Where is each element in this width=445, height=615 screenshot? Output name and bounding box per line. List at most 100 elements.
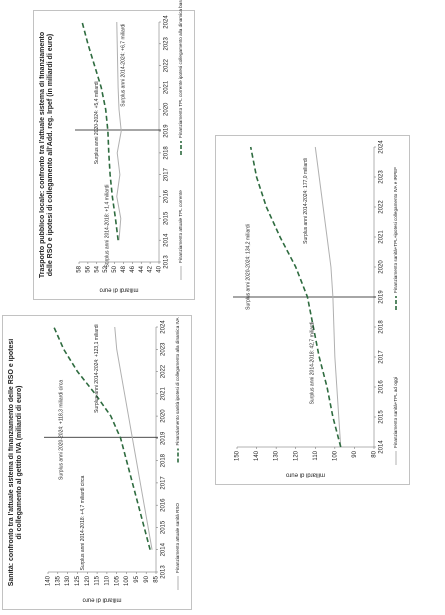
y-tick-label: 100	[332, 450, 338, 461]
y-tick-label: 44	[139, 265, 145, 272]
series-line	[314, 146, 342, 448]
y-axis-label: miliardi di euro	[285, 471, 325, 477]
chart: miliardi di euro 80 90 100 110 120 130 140 150 20…	[215, 135, 410, 485]
y-tick-label: 150	[235, 450, 241, 461]
annotation: Surplus anni 2020-2024: 134,2 miliardi	[245, 224, 251, 310]
legend-label: Finanziamento TPL corrente ipotesi colle…	[178, 0, 183, 138]
y-tick-label: 40	[157, 265, 163, 272]
y-tick-label: 46	[130, 265, 136, 272]
y-tick-label: 54	[94, 265, 100, 272]
y-tick-label: 90	[144, 575, 150, 582]
x-tick-label: 2014	[164, 233, 170, 247]
annotation: Surplus anni 2014-2024: +6,7 miliardi	[120, 24, 126, 107]
y-axis-label: miliardi di euro	[82, 596, 122, 602]
legend-label: Finanziamento sanità ipotesi di collegam…	[175, 316, 180, 445]
y-tick-label: 135	[55, 575, 61, 586]
x-tick-label: 2023	[164, 36, 170, 50]
x-tick-label: 2017	[164, 167, 170, 181]
annotation: Surplus anni 2014-2024: +123,1 miliardi	[94, 324, 100, 413]
x-tick-label: 2015	[161, 520, 167, 534]
x-tick-label: 2017	[379, 350, 385, 364]
x-tick-label: 2020	[164, 102, 170, 116]
x-tick-label: 2020	[379, 260, 385, 274]
y-tick-label: 50	[112, 265, 118, 272]
y-tick-label: 140	[46, 575, 52, 586]
y-tick-label: 130	[274, 450, 280, 461]
x-tick-label: 2024	[164, 15, 170, 29]
x-tick-label: 2022	[379, 200, 385, 214]
chart-title: Sanità: confronto tra l'attuale sistema …	[8, 338, 23, 587]
y-tick-label: 125	[75, 575, 81, 586]
x-tick-label: 2023	[379, 170, 385, 184]
chart-title-box: Trasporto pubblico locale: confronto tra…	[39, 31, 54, 279]
x-tick-label: 2019	[164, 124, 170, 138]
y-tick-label: 85	[154, 575, 160, 582]
chart-frame	[2, 315, 192, 610]
y-tick-label: 140	[254, 450, 260, 461]
annotation: Surplus anni 2014-2024: 177,0 miliardi	[303, 158, 309, 244]
x-tick-label: 2022	[164, 58, 170, 72]
y-tick-label: 95	[134, 575, 140, 582]
x-tick-label: 2019	[161, 431, 167, 445]
chart-title: Trasporto pubblico locale: confronto tra…	[39, 31, 54, 279]
x-tick-label: 2017	[161, 476, 167, 490]
chart-title-box: Sanità: confronto tra l'attuale sistema …	[8, 338, 23, 587]
legend-label: Finanziamento attuale TPL corrente	[178, 190, 183, 263]
x-tick-label: 2021	[164, 80, 170, 94]
y-tick-label: 58	[77, 265, 83, 272]
x-tick-label: 2014	[379, 440, 385, 454]
y-tick-label: 80	[372, 450, 378, 457]
x-tick-label: 2018	[379, 320, 385, 334]
x-tick-label: 2016	[164, 189, 170, 203]
series-line	[81, 21, 119, 241]
legend-label: Finanziamento sanità+TPL+ipotesi collega…	[393, 167, 398, 293]
x-tick-label: 2021	[161, 386, 167, 400]
legend-label: Finanziamento sanità+TPL ad oggi	[393, 377, 398, 448]
x-tick-label: 2021	[379, 230, 385, 244]
series-line	[249, 146, 342, 448]
y-tick-label: 48	[121, 265, 127, 272]
x-tick-label: 2024	[161, 320, 167, 334]
y-tick-label: 130	[65, 575, 71, 586]
x-tick-label: 2020	[161, 409, 167, 423]
series-line	[114, 326, 153, 550]
x-tick-label: 2022	[161, 364, 167, 378]
annotation: Surplus anni 2014-2018: +1,4 miliardi	[104, 185, 110, 268]
legend-label: Finanziamento attuale sanità RSO	[175, 503, 180, 573]
x-tick-label: 2016	[379, 380, 385, 394]
x-tick-label: 2013	[161, 565, 167, 579]
annotation: Surplus anni 2014-2018: +4,7 miliardi ci…	[80, 475, 86, 570]
y-tick-label: 120	[293, 450, 299, 461]
y-tick-label: 120	[85, 575, 91, 586]
x-tick-label: 2015	[164, 211, 170, 225]
x-tick-label: 2023	[161, 342, 167, 356]
y-tick-label: 115	[95, 575, 101, 585]
x-tick-label: 2016	[161, 498, 167, 512]
x-tick-label: 2015	[379, 410, 385, 424]
x-tick-label: 2018	[164, 146, 170, 160]
y-tick-label: 52	[103, 265, 109, 272]
annotation: Surplus anni 2020-2024: +118,3 miliardi …	[58, 380, 64, 480]
y-tick-label: 110	[104, 575, 110, 585]
y-tick-label: 105	[114, 575, 120, 586]
annotation: Surplus anni 2014-2018: 42,7 miliardi	[310, 322, 316, 405]
x-tick-label: 2018	[161, 453, 167, 467]
y-tick-label: 42	[148, 265, 154, 272]
y-tick-label: 56	[85, 265, 91, 272]
chart-frame	[215, 135, 410, 485]
series-line	[53, 326, 151, 550]
y-tick-label: 100	[124, 575, 130, 586]
x-tick-label: 2013	[164, 255, 170, 269]
y-tick-label: 110	[313, 450, 319, 460]
x-tick-label: 2014	[161, 542, 167, 556]
y-tick-label: 90	[352, 450, 358, 457]
annotation: Surplus anni 2020-2024: +5,4 miliardi	[94, 81, 100, 164]
series-line	[116, 21, 122, 241]
chart: Trasporto pubblico locale: confronto tra…	[33, 0, 195, 300]
x-tick-label: 2019	[379, 290, 385, 304]
y-axis-label: miliardi di euro	[99, 286, 139, 292]
chart: Sanità: confronto tra l'attuale sistema …	[2, 315, 192, 610]
x-tick-label: 2024	[379, 140, 385, 154]
